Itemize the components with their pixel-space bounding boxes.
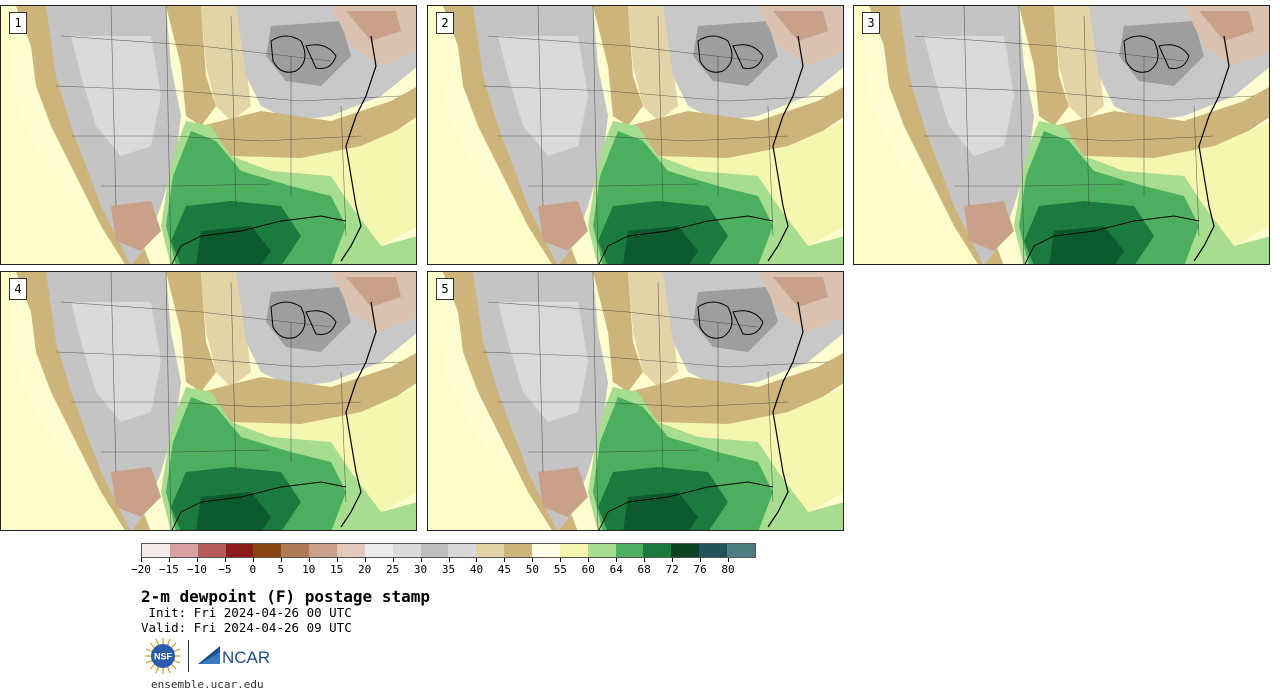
colorbar-tick-label: 40 [469, 563, 484, 576]
colorbar-segment [281, 544, 310, 557]
colorbar-segment [727, 544, 755, 557]
colorbar-tick-label: 72 [665, 563, 679, 576]
colorbar-segment [225, 544, 254, 557]
dewpoint-map [428, 272, 843, 530]
colorbar-tick [280, 558, 282, 562]
colorbar-segment [559, 544, 588, 557]
member-label: 5 [436, 278, 454, 300]
colorbar-tick-label: 55 [553, 563, 567, 576]
colorbar-tick [224, 558, 226, 562]
nsf-logo-text: NSF [154, 652, 173, 662]
colorbar-tick-label: 20 [358, 563, 372, 576]
colorbar-tick-label: 30 [413, 563, 428, 576]
member-4-map: 4 [0, 271, 417, 531]
colorbar-tick-label: −15 [159, 563, 179, 576]
ncar-logo-text: NCAR [222, 648, 270, 667]
colorbar-tick-label: 68 [637, 563, 651, 576]
colorbar-tick [476, 558, 478, 562]
colorbar-segment [169, 544, 198, 557]
colorbar-tick [168, 558, 170, 562]
colorbar-segment [197, 544, 226, 557]
valid-time: Valid: Fri 2024-04-26 09 UTC [141, 620, 352, 635]
colorbar-tick-label: −20 [131, 563, 151, 576]
member-2-map: 2 [427, 5, 844, 265]
colorbar-segment [392, 544, 421, 557]
colorbar-tick-label: −10 [186, 563, 207, 576]
colorbar-tick [448, 558, 450, 562]
colorbar-ticks: −20 −15 −10 −5 0 5 10 15 20 25 30 35 40 45 50 55 60 64 68 7… [131, 558, 756, 578]
colorbar-segment [448, 544, 477, 557]
colorbar-segment [253, 544, 282, 557]
dewpoint-map [1, 6, 416, 264]
colorbar-tick [336, 558, 338, 562]
colorbar-tick-label: 80 [721, 563, 735, 576]
colorbar-tick [252, 558, 254, 562]
colorbar-tick [504, 558, 506, 562]
colorbar-segment [476, 544, 505, 557]
colorbar-segment [504, 544, 533, 557]
colorbar-segment [699, 544, 728, 557]
colorbar-tick-label: 50 [525, 563, 539, 576]
colorbar-tick [141, 558, 142, 562]
colorbar-tick [560, 558, 562, 562]
chart-title: 2-m dewpoint (F) postage stamp [141, 587, 430, 606]
colorbar-tick [616, 558, 618, 562]
colorbar-segment [142, 544, 170, 557]
colorbar-tick-label: −5 [218, 563, 232, 576]
colorbar-tick-label: 35 [441, 563, 456, 576]
colorbar-segment [532, 544, 560, 557]
init-time: Init: Fri 2024-04-26 00 UTC [141, 605, 352, 620]
colorbar-segment [587, 544, 616, 557]
member-label: 2 [436, 12, 454, 34]
colorbar-tick [308, 558, 310, 562]
colorbar-tick [392, 558, 394, 562]
member-label: 1 [9, 12, 27, 34]
colorbar-tick [196, 558, 198, 562]
colorbar-tick [672, 558, 674, 562]
logo-divider [188, 640, 189, 672]
colorbar-tick-label: 25 [385, 563, 400, 576]
dewpoint-map [428, 6, 843, 264]
member-label: 4 [9, 278, 27, 300]
website-url: ensemble.ucar.edu [151, 678, 264, 691]
colorbar-segment [309, 544, 338, 557]
colorbar-segment [337, 544, 365, 557]
member-1-map: 1 [0, 5, 417, 265]
colorbar-tick-label: 0 [249, 563, 257, 576]
colorbar-tick-label: 10 [302, 563, 316, 576]
colorbar [141, 543, 756, 558]
colorbar-segment [364, 544, 393, 557]
member-5-map: 5 [427, 271, 844, 531]
colorbar-segment [671, 544, 700, 557]
colorbar-tick-label: 5 [277, 563, 285, 576]
nsf-logo-icon: NSF [145, 638, 181, 674]
colorbar-tick [588, 558, 590, 562]
colorbar-tick-label: 76 [693, 563, 707, 576]
colorbar-tick [420, 558, 422, 562]
colorbar-tick [532, 558, 534, 562]
colorbar-tick-label: 15 [330, 563, 344, 576]
member-label: 3 [862, 12, 880, 34]
dewpoint-map [854, 6, 1269, 264]
ncar-logo-icon: NCAR [198, 646, 270, 667]
colorbar-tick-label: 45 [497, 563, 512, 576]
dewpoint-map [1, 272, 416, 530]
colorbar-segment [615, 544, 644, 557]
colorbar-tick-label: 60 [581, 563, 595, 576]
colorbar-tick [728, 558, 730, 562]
colorbar-segment [643, 544, 672, 557]
colorbar-tick [644, 558, 646, 562]
colorbar-tick [700, 558, 702, 562]
colorbar-segment [420, 544, 449, 557]
member-3-map: 3 [853, 5, 1270, 265]
colorbar-tick [364, 558, 366, 562]
colorbar-tick-label: 64 [609, 563, 623, 576]
